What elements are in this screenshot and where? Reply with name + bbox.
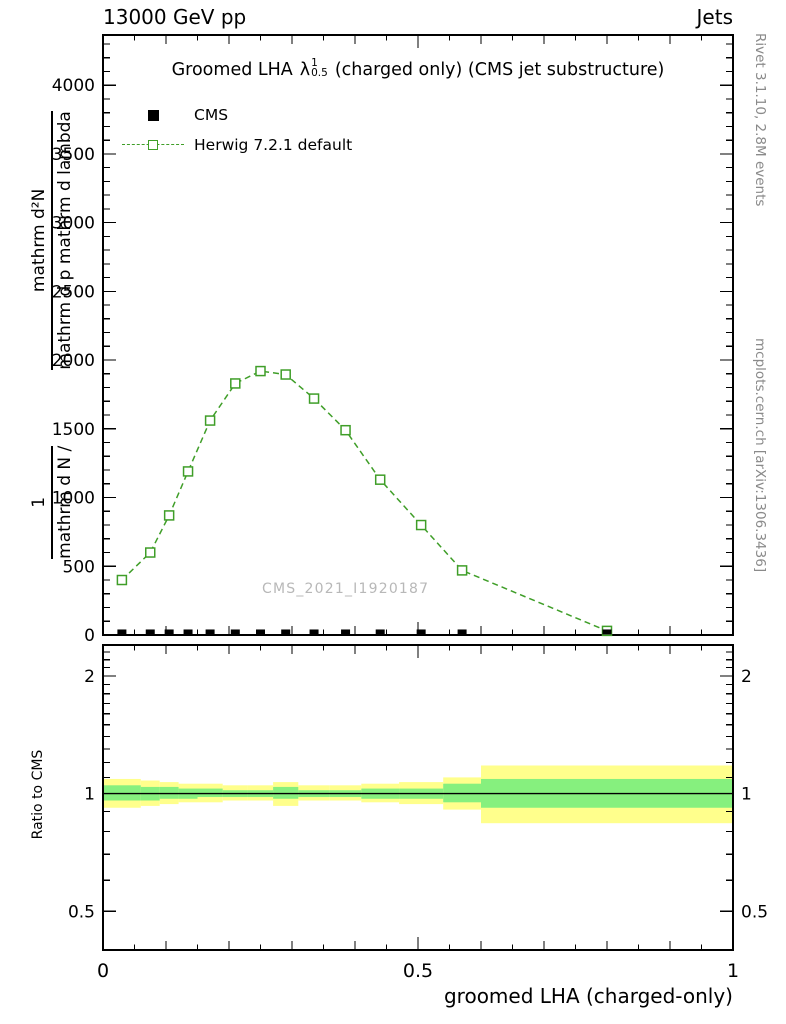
- analysis-id-watermark: CMS_2021_I1920187: [262, 581, 430, 597]
- svg-text:2: 2: [741, 667, 752, 687]
- legend-label-herwig: Herwig 7.2.1 default: [194, 136, 353, 154]
- herwig-marker: [204, 415, 216, 426]
- cms-marker: [183, 629, 193, 635]
- herwig-line-icon: [122, 138, 184, 152]
- lambda-superscript: 1: [311, 57, 318, 69]
- cms-marker: [145, 629, 155, 635]
- lambda-subscript: 0.5: [311, 67, 328, 79]
- svg-text:2: 2: [84, 667, 95, 687]
- plot-title: Groomed LHA λ 1 0.5 (charged only) (CMS …: [103, 57, 733, 80]
- green-band-bin: [159, 786, 179, 799]
- lambda-indices: 1 0.5: [311, 57, 328, 79]
- title-prefix: Groomed LHA: [171, 60, 293, 80]
- svg-text:1: 1: [741, 785, 752, 805]
- svg-text:2500: 2500: [52, 282, 95, 302]
- svg-text:0.5: 0.5: [403, 960, 433, 982]
- title-lambda-symbol: λ 1 0.5: [299, 57, 328, 80]
- svg-text:0.5: 0.5: [68, 902, 95, 922]
- herwig-marker: [374, 474, 386, 485]
- cms-marker: [602, 629, 612, 635]
- fraction-bar: [51, 111, 53, 370]
- cms-marker: [164, 629, 174, 635]
- svg-text:500: 500: [63, 557, 95, 577]
- svg-text:0: 0: [84, 626, 95, 646]
- ylabel-fraction-1: 1 mathrm d N /: [29, 445, 75, 559]
- svg-text:1: 1: [84, 785, 95, 805]
- cms-marker: [416, 629, 426, 635]
- ylabel-fraction-2: mathrm d²N mathrm d p mathrm d lambda: [29, 111, 75, 370]
- axes: [102, 34, 734, 951]
- herwig-marker: [456, 565, 468, 576]
- legend-label-cms: CMS: [194, 106, 229, 124]
- svg-text:4000: 4000: [52, 76, 95, 96]
- cms-marker: [309, 629, 319, 635]
- rivet-version-note: Rivet 3.1.10, 2.8M events: [752, 33, 768, 207]
- herwig-marker: [415, 519, 427, 531]
- beam-energy-label: 13000 GeV pp: [103, 5, 247, 29]
- svg-text:3500: 3500: [52, 145, 95, 165]
- legend-item-herwig: Herwig 7.2.1 default: [122, 136, 352, 154]
- herwig-marker: [340, 424, 351, 436]
- cms-marker: [117, 629, 127, 635]
- lambda-glyph: λ: [299, 60, 311, 80]
- herwig-marker: [182, 466, 194, 477]
- svg-text:1: 1: [727, 960, 739, 982]
- svg-text:1000: 1000: [52, 489, 95, 509]
- cms-marker-icon: [122, 108, 184, 122]
- ylabel-f2-denominator: mathrm d p mathrm d lambda: [54, 111, 75, 370]
- green-band-bin: [273, 786, 299, 799]
- herwig-marker: [308, 393, 320, 404]
- x-axis-label: groomed LHA (charged-only): [443, 984, 733, 1008]
- filled-square-icon: [147, 109, 159, 121]
- ratio-y-axis-label: Ratio to CMS: [30, 749, 46, 840]
- svg-text:1500: 1500: [52, 420, 95, 440]
- svg-text:2000: 2000: [52, 351, 95, 371]
- tick-labels: 0 500 1000 1500 2000 2500 3000 3500 4000 0.5 0.5 1 1…: [52, 76, 768, 982]
- title-suffix: (charged only) (CMS jet substructure): [334, 60, 665, 80]
- mcplots-arxiv-note: mcplots.cern.ch [arXiv:1306.3436]: [752, 338, 768, 573]
- cms-marker: [281, 629, 291, 635]
- ratio-uncertainty-bands: [103, 765, 733, 824]
- cms-marker: [375, 629, 385, 635]
- main-y-axis-label: 1 mathrm d N / mathrm d²N mathrm d p mat…: [12, 35, 92, 635]
- ylabel-f2-numerator: mathrm d²N: [29, 188, 50, 293]
- main-panel-frame: [102, 34, 734, 636]
- analysis-category-label: Jets: [696, 5, 733, 29]
- green-band-bin: [197, 788, 223, 798]
- legend-item-cms: CMS: [122, 106, 228, 124]
- cms-marker: [230, 629, 240, 635]
- cms-marker: [457, 629, 467, 635]
- fraction-bar: [51, 445, 53, 559]
- open-square-icon: [148, 140, 158, 150]
- cms-marker: [341, 629, 351, 635]
- ylabel-f1-numerator: 1: [29, 496, 50, 508]
- herwig-marker: [255, 365, 266, 377]
- herwig-marker: [230, 378, 241, 389]
- svg-text:3000: 3000: [52, 214, 95, 234]
- svg-text:0.5: 0.5: [741, 902, 768, 922]
- svg-text:0: 0: [97, 960, 109, 982]
- herwig-marker: [163, 510, 175, 521]
- herwig-curve: [121, 370, 608, 632]
- herwig-marker: [145, 547, 156, 558]
- series: [116, 365, 613, 637]
- ylabel-f1-denominator: mathrm d N /: [54, 445, 75, 559]
- cms-marker: [205, 629, 215, 635]
- cms-marker: [256, 629, 265, 635]
- herwig-marker: [280, 369, 291, 380]
- herwig-marker: [116, 574, 128, 586]
